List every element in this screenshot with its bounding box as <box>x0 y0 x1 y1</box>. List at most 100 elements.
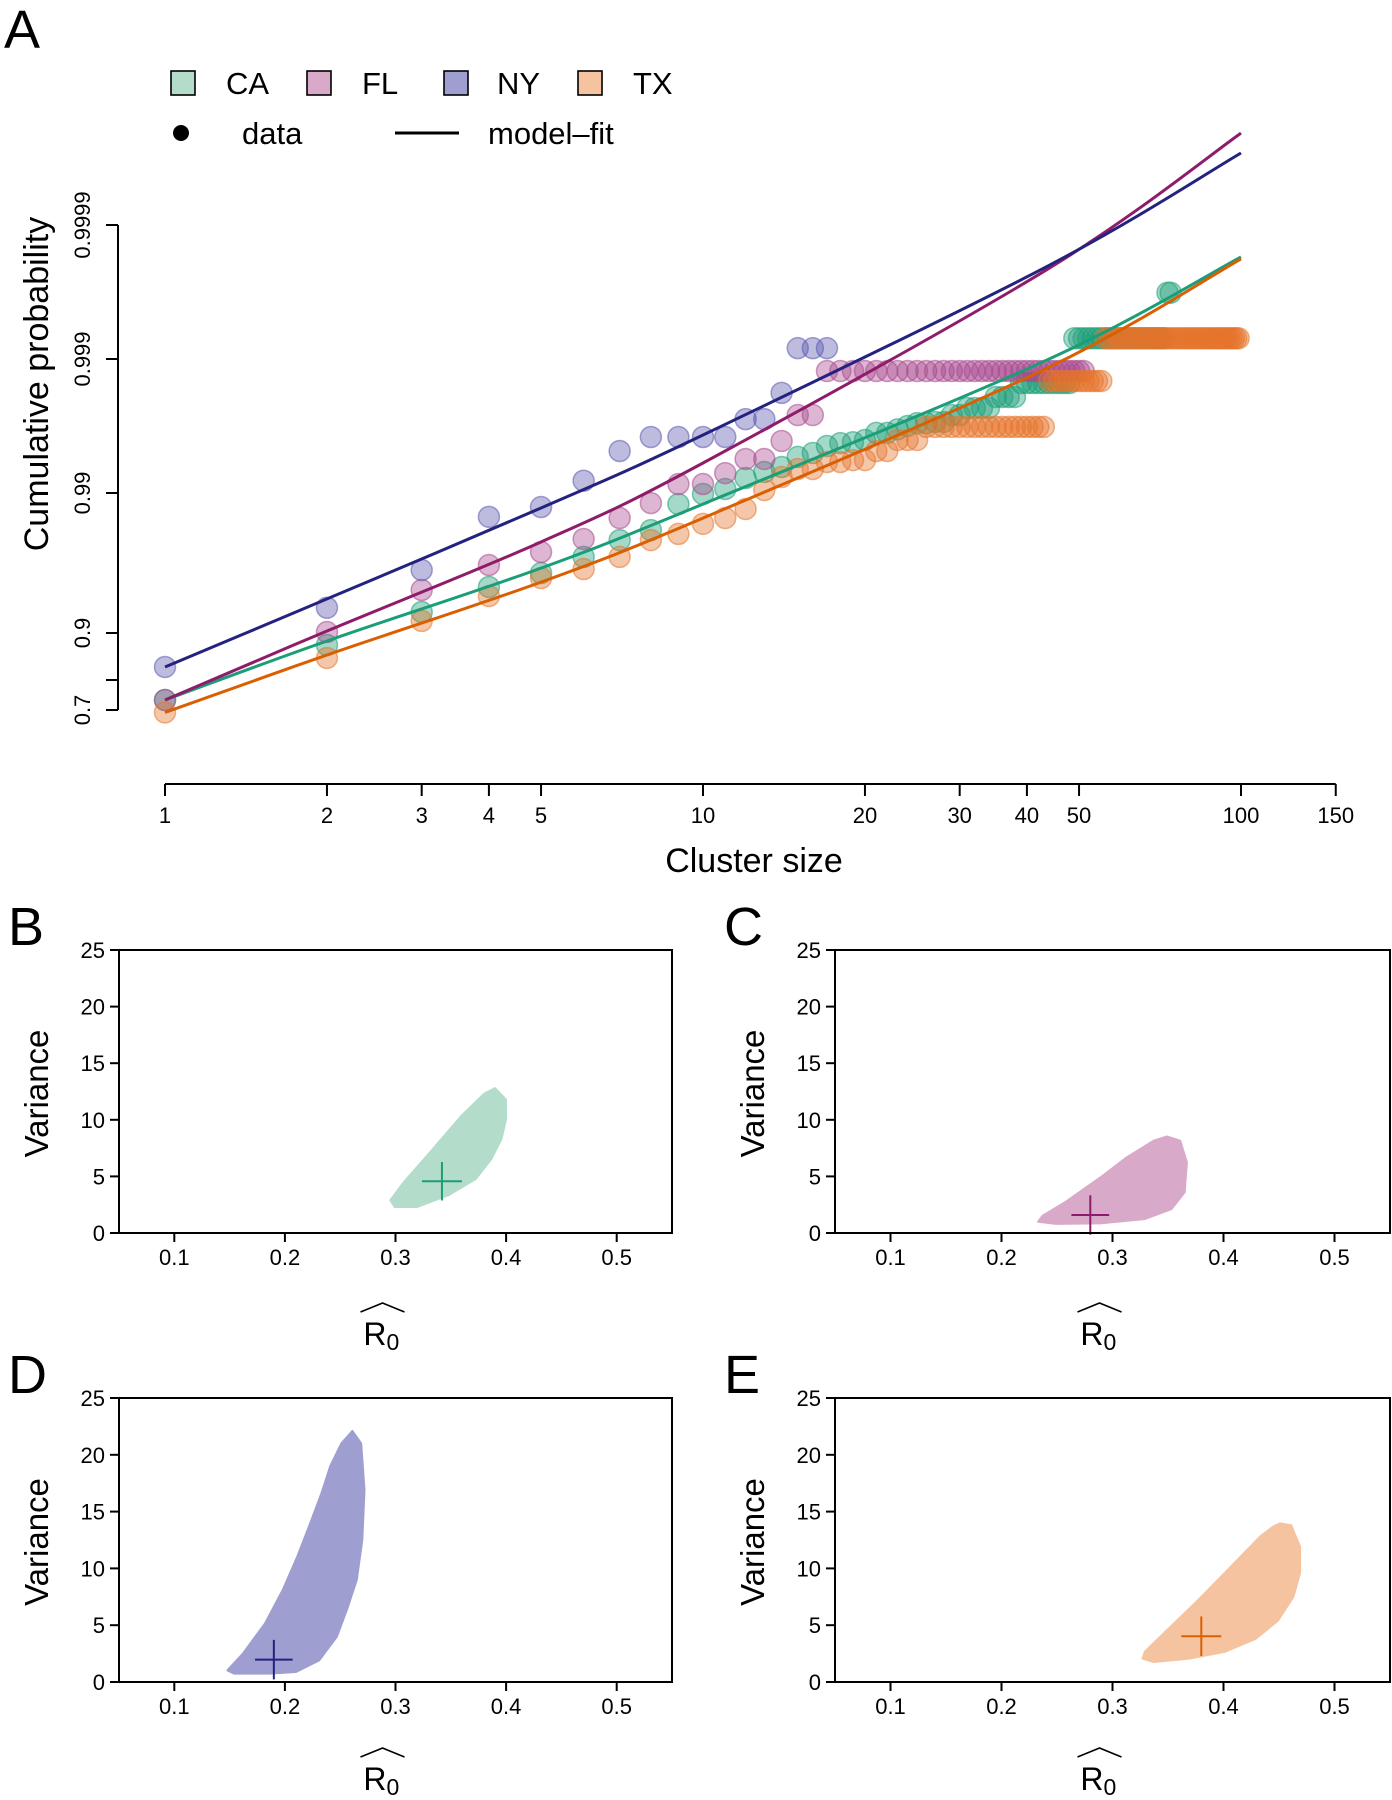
x-tick-label: 0.4 <box>491 1694 522 1719</box>
y-tick-label: 0.999 <box>70 331 95 386</box>
data-point <box>1032 415 1056 439</box>
x-axis-title-subscript: 0 <box>387 1329 400 1355</box>
x-tick-label: 3 <box>416 803 428 828</box>
y-tick-label: 5 <box>93 1164 105 1189</box>
data-point <box>991 415 1014 439</box>
y-tick-label: 15 <box>81 1051 105 1076</box>
y-tick-label: 0 <box>809 1221 821 1246</box>
x-tick-label: 0.5 <box>601 1694 632 1719</box>
model-fit-line-ny <box>164 151 1242 669</box>
model-fit-lines <box>164 131 1242 714</box>
legend-swatch-ny <box>443 70 469 96</box>
x-axis-title-subscript: 0 <box>387 1774 400 1800</box>
legend-data-dot-icon <box>173 125 189 141</box>
y-tick-label: 20 <box>797 995 821 1020</box>
panel-a: A CA FL NY TX data model–fit 0.999 <box>4 0 1354 880</box>
data-point <box>1090 369 1113 393</box>
x-tick-label: 40 <box>1015 803 1039 828</box>
data-point <box>815 336 839 360</box>
y-axis-title: Variance <box>18 1030 55 1158</box>
data-point <box>153 701 177 724</box>
y-axis: 0.9999 0.999 0.99 0.9 0.7 <box>70 191 119 726</box>
model-fit-line-tx <box>164 257 1242 714</box>
legend-label-ca: CA <box>226 66 269 101</box>
hat-accent-icon <box>1077 1302 1122 1313</box>
x-tick-label: 0.4 <box>1208 1694 1239 1719</box>
y-tick-label: 10 <box>797 1108 821 1133</box>
data-point <box>477 505 501 529</box>
legend-swatch-fl <box>306 70 332 96</box>
x-axis-title-subscript: 0 <box>1104 1774 1117 1800</box>
x-tick-label: 0.4 <box>491 1245 522 1270</box>
data-point <box>932 359 955 383</box>
x-tick-label: 0.1 <box>159 1245 190 1270</box>
data-point <box>915 359 938 383</box>
data-point <box>977 415 1001 439</box>
x-axis-title-subscript: 0 <box>1104 1329 1117 1355</box>
y-tick-label: 5 <box>809 1613 821 1638</box>
x-tick-label: 2 <box>321 803 333 828</box>
data-point <box>714 425 737 449</box>
x-axis-title-main: R <box>1080 1761 1103 1797</box>
confidence-region <box>226 1429 366 1675</box>
data-point <box>753 447 776 471</box>
y-tick-label: 25 <box>81 938 105 963</box>
y-tick-label: 15 <box>797 1500 821 1525</box>
x-axis-title-main: R <box>1080 1316 1103 1352</box>
x-tick-label: 10 <box>691 803 715 828</box>
y-tick-label: 0 <box>809 1670 821 1695</box>
y-tick-label: 25 <box>81 1386 105 1411</box>
data-point <box>639 491 663 515</box>
x-tick-label: 0.2 <box>986 1694 1017 1719</box>
data-point <box>1027 415 1050 439</box>
x-tick-label: 0.5 <box>1319 1245 1350 1270</box>
legend-item-ny: NY <box>443 66 540 101</box>
x-tick-label: 0.3 <box>380 1694 411 1719</box>
x-axis: 1 2 3 4 5 10 20 30 40 50 100 150 <box>159 783 1354 828</box>
data-point <box>997 415 1020 439</box>
data-point <box>1227 326 1250 350</box>
data-point <box>896 359 919 383</box>
x-tick-label: 20 <box>853 803 877 828</box>
y-tick-label: 0.9999 <box>70 191 95 258</box>
x-tick-label: 4 <box>483 803 495 828</box>
data-point <box>940 415 964 439</box>
panel-label-d: D <box>8 1345 47 1405</box>
x-axis-title: Cluster size <box>665 842 843 880</box>
x-tick-label: 30 <box>947 803 971 828</box>
data-point <box>905 359 929 383</box>
data-point <box>923 359 947 383</box>
y-axis-title: Cumulative probability <box>18 217 56 552</box>
data-point <box>1003 415 1027 439</box>
legend-label-fl: FL <box>362 66 398 101</box>
x-tick-label: 0.1 <box>159 1694 190 1719</box>
legend-swatch-ca <box>170 70 196 96</box>
legend-label-ny: NY <box>497 66 540 101</box>
y-tick-label: 10 <box>81 1556 105 1581</box>
y-tick-label: 5 <box>809 1164 821 1189</box>
x-tick-label: 0.1 <box>875 1245 906 1270</box>
y-tick-label: 0.99 <box>70 472 95 515</box>
x-tick-label: 100 <box>1223 803 1260 828</box>
x-tick-label: 0.2 <box>270 1694 301 1719</box>
y-tick-label: 10 <box>81 1108 105 1133</box>
x-tick-label: 0.1 <box>875 1694 906 1719</box>
data-point <box>691 472 715 496</box>
x-tick-label: 1 <box>159 803 171 828</box>
y-tick-label: 10 <box>797 1556 821 1581</box>
x-tick-label: 0.3 <box>1097 1694 1128 1719</box>
y-axis-title: Variance <box>734 1478 771 1606</box>
legend-label-model-fit: model–fit <box>488 116 614 151</box>
y-tick-label: 25 <box>797 1386 821 1411</box>
y-tick-label: 0 <box>93 1221 105 1246</box>
data-point <box>1015 415 1039 439</box>
y-tick-label: 20 <box>797 1443 821 1468</box>
data-point <box>608 439 631 463</box>
y-tick-label: 0.7 <box>70 695 95 726</box>
